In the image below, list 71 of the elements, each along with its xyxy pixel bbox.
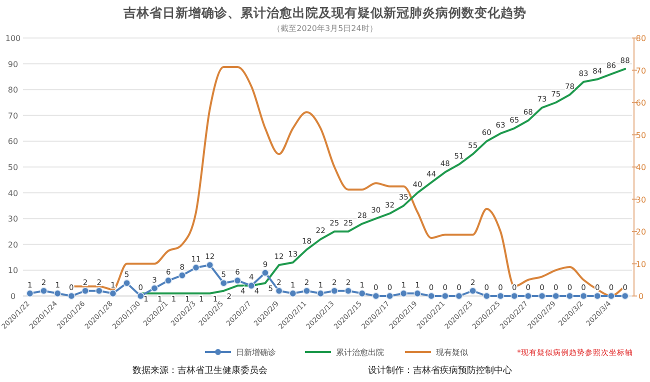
legend-label: 现有疑似 (436, 348, 469, 357)
point (220, 279, 228, 287)
point (275, 287, 283, 295)
y-tick-label: 70 (8, 111, 18, 120)
point (95, 287, 103, 295)
y-tick-label: 80 (8, 86, 18, 95)
point (358, 290, 366, 298)
point (150, 284, 158, 292)
point (68, 292, 76, 300)
point (441, 292, 449, 300)
y2-tick-label: 70 (636, 66, 646, 76)
point (372, 292, 380, 300)
y2-tick-label: 40 (636, 163, 646, 172)
y2-tick-label: 50 (636, 130, 646, 140)
y-tick-label: 40 (8, 188, 18, 198)
point (330, 287, 338, 295)
point (289, 290, 297, 298)
point (26, 290, 34, 298)
point (414, 290, 422, 298)
y2-tick-label: 10 (636, 260, 646, 269)
legend-label: 累计治愈出院 (336, 348, 384, 357)
chart-subtitle: （截至2020年3月5日24时） (272, 24, 378, 33)
point (469, 287, 477, 295)
point (248, 282, 256, 290)
point (178, 272, 186, 280)
y-tick-label: 0 (10, 292, 16, 301)
point (580, 292, 588, 300)
legend-label: 日新增确诊 (236, 348, 276, 357)
point (594, 292, 602, 300)
point (538, 292, 546, 300)
y-tick-label: 50 (8, 163, 18, 172)
point (510, 292, 518, 300)
point (386, 292, 394, 300)
chart-title: 吉林省日新增确诊、累计治愈出院及现有疑似新冠肺炎病例数变化趋势 (122, 5, 526, 20)
point (206, 261, 214, 269)
point (566, 292, 574, 300)
y2-tick-label: 60 (636, 98, 646, 108)
point (82, 287, 89, 295)
text: 设计制作：吉林省疾病预防控制中心 (368, 365, 512, 376)
y2-tick-label: 20 (636, 228, 646, 236)
point (40, 287, 48, 295)
point (262, 269, 269, 276)
point (136, 292, 144, 300)
y2-tick-label: 0 (638, 292, 644, 301)
source-note: 数据来源：吉林省卫生健康委员会 (132, 365, 268, 376)
point (164, 276, 172, 284)
point (234, 276, 242, 284)
point (192, 264, 200, 272)
y-tick-label: 60 (8, 137, 18, 146)
point (496, 292, 504, 300)
point (482, 292, 490, 300)
point (344, 287, 352, 295)
point (109, 290, 117, 298)
point (428, 292, 436, 300)
y-tick-label: 10 (8, 266, 18, 276)
point (621, 292, 629, 300)
point (608, 292, 615, 300)
point (552, 292, 560, 300)
y-tick-label: 20 (8, 240, 18, 250)
point (524, 292, 532, 300)
point (316, 290, 324, 298)
point (455, 292, 463, 300)
point (123, 279, 131, 287)
point (400, 290, 408, 298)
y-tick-label: 30 (8, 214, 18, 224)
y-tick-label: 100 (5, 34, 21, 43)
y-tick-label: 90 (8, 60, 18, 69)
point (54, 290, 62, 298)
y2-tick-label: 30 (636, 195, 646, 204)
y2-tick-label: 80 (636, 34, 646, 43)
point (303, 287, 310, 295)
